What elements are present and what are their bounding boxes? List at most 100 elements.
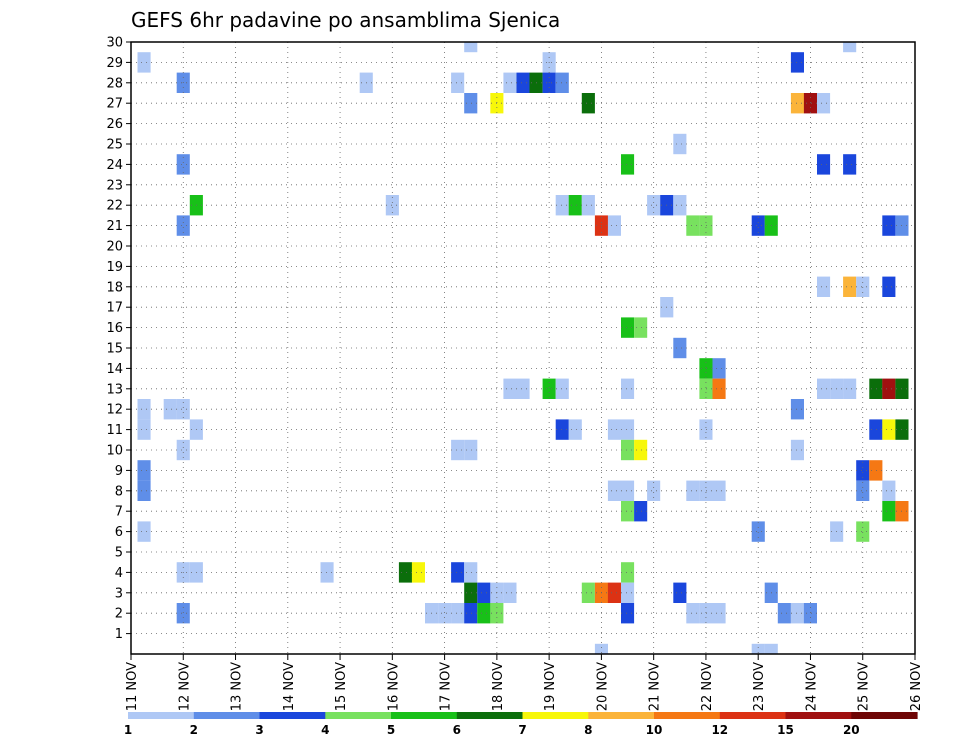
heatmap-cell [464,93,478,114]
y-tick-label: 23 [106,178,123,193]
chart-title: GEFS 6hr padavine po ansamblima Sjenica [131,8,560,32]
heatmap-cell [621,603,635,624]
heatmap-cell [137,460,151,481]
heatmap-cell [686,480,700,501]
heatmap-cell [699,215,713,236]
heatmap-cell [542,378,556,399]
heatmap-cell [503,72,517,93]
heatmap-cell [843,378,857,399]
heatmap-cell [621,378,635,399]
cells-layer [137,42,909,654]
heatmap-cell [699,358,713,379]
heatmap-cell [176,603,190,624]
heatmap-cell [451,562,465,583]
colorbar-label: 10 [646,723,663,737]
heatmap-cell [699,480,713,501]
heatmap-cell [581,93,595,114]
heatmap-cell [647,480,661,501]
heatmap-cell [516,72,530,93]
heatmap-cell [411,562,425,583]
heatmap-cell [607,419,621,440]
y-tick-label: 28 [106,76,123,91]
colorbar-swatch [128,712,195,719]
y-tick-label: 16 [106,321,123,336]
grid-lines [131,42,915,654]
heatmap-cell [790,439,804,461]
heatmap-cell [790,52,804,73]
y-tick-label: 1 [115,627,123,642]
heatmap-cell [464,582,478,603]
x-tick-label: 25 NOV [857,662,872,711]
colorbar-swatch [654,712,721,719]
y-tick-label: 15 [106,342,123,357]
heatmap-cell [634,501,648,522]
heatmap-cell [869,378,883,399]
heatmap-cell [712,378,726,399]
heatmap-cell [699,603,713,624]
heatmap-cell [817,276,831,297]
y-tick-label: 13 [106,382,123,397]
colorbar-label: 15 [777,723,794,737]
x-tick-label: 26 NOV [909,662,924,711]
heatmap-cell [621,582,635,603]
heatmap-cell [464,42,478,53]
x-tick-label: 11 NOV [125,662,140,711]
heatmap-cell [686,603,700,624]
heatmap-cell [137,399,151,420]
heatmap-cell [581,582,595,603]
heatmap-cell [176,215,190,236]
heatmap-cell [790,399,804,420]
heatmap-cell [882,276,896,297]
x-tick-label: 20 NOV [595,662,610,711]
heatmap-cell [451,72,465,93]
y-tick-label: 11 [106,423,123,438]
heatmap-cell [477,603,491,624]
x-tick-label: 15 NOV [334,662,349,711]
heatmap-cell [843,42,857,53]
heatmap-cell [843,276,857,297]
colorbar-legend: 1 2 3 4 5 6 7 8 10 12 15 20 [124,712,918,737]
heatmap-cell [882,419,896,440]
heatmap-cell [607,582,621,603]
heatmap-cell [634,439,648,461]
heatmap-cell [621,480,635,501]
heatmap-cell [137,480,151,501]
y-tick-label: 3 [115,586,123,601]
x-tick-label: 13 NOV [230,662,245,711]
heatmap-cell [673,337,687,359]
y-tick-label: 18 [106,280,123,295]
heatmap-cell [621,154,635,175]
heatmap-cell [712,480,726,501]
colorbar-label: 5 [387,723,395,737]
heatmap-cell [856,460,870,481]
heatmap-cell [817,378,831,399]
colorbar-label: 6 [453,723,461,737]
heatmap-cell [581,195,595,216]
heatmap-cell [699,419,713,440]
y-tick-label: 4 [115,566,123,581]
heatmap-cell [137,52,151,73]
heatmap-cell [712,603,726,624]
heatmap-cell [320,562,334,583]
heatmap-cell [634,317,648,338]
colorbar-swatch [785,712,852,719]
heatmap-cell [686,215,700,236]
heatmap-cell [451,439,465,461]
y-tick-label: 17 [106,301,123,316]
heatmap-cell [176,399,190,420]
y-tick-label: 20 [106,240,123,255]
y-tick-label: 24 [106,158,123,173]
plot-frame [130,41,916,655]
heatmap-cell [621,439,635,461]
heatmap-cell [464,603,478,624]
colorbar-label: 4 [321,723,329,737]
heatmap-cell [856,276,870,297]
colorbar-swatch [391,712,458,719]
y-tick-label: 19 [106,260,123,275]
colorbar-swatch [325,712,392,719]
colorbar-label: 20 [843,723,860,737]
heatmap-cell [647,195,661,216]
heatmap-cell [503,378,517,399]
y-tick-label: 26 [106,117,123,132]
